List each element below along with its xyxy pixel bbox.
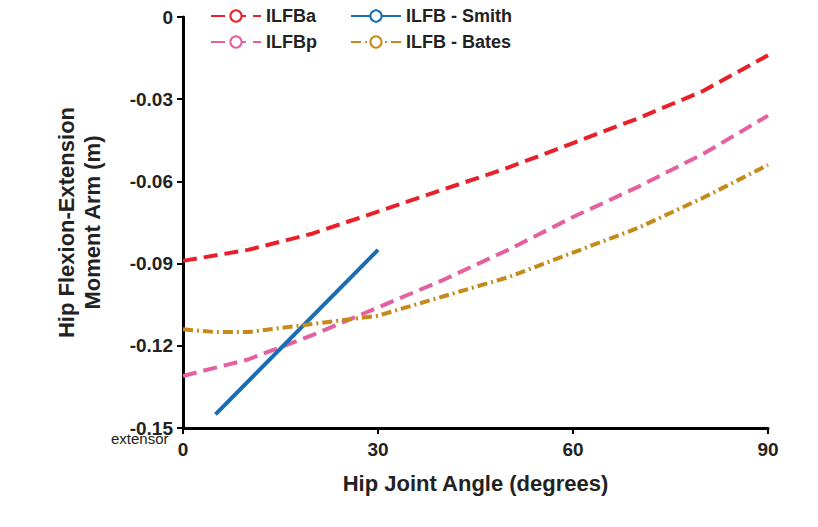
svg-text:30: 30 [367,439,388,460]
svg-text:90: 90 [757,439,778,460]
svg-text:ILFB - Smith: ILFB - Smith [406,6,512,26]
svg-text:0: 0 [162,7,173,28]
svg-text:ILFBa: ILFBa [266,6,317,26]
svg-text:-0.03: -0.03 [130,89,173,110]
svg-text:0: 0 [178,439,189,460]
svg-text:Hip Flexion-Extension: Hip Flexion-Extension [54,107,79,338]
svg-text:ILFBp: ILFBp [266,32,317,52]
svg-text:Hip Joint Angle (degrees): Hip Joint Angle (degrees) [343,471,609,496]
svg-text:ILFB - Bates: ILFB - Bates [406,32,511,52]
svg-text:extensor: extensor [111,430,169,447]
svg-text:-0.12: -0.12 [130,335,173,356]
svg-text:-0.09: -0.09 [130,253,173,274]
svg-text:60: 60 [562,439,583,460]
svg-text:-0.06: -0.06 [130,171,173,192]
svg-text:-0.15: -0.15 [130,418,174,439]
svg-text:Moment Arm (m): Moment Arm (m) [80,136,105,310]
